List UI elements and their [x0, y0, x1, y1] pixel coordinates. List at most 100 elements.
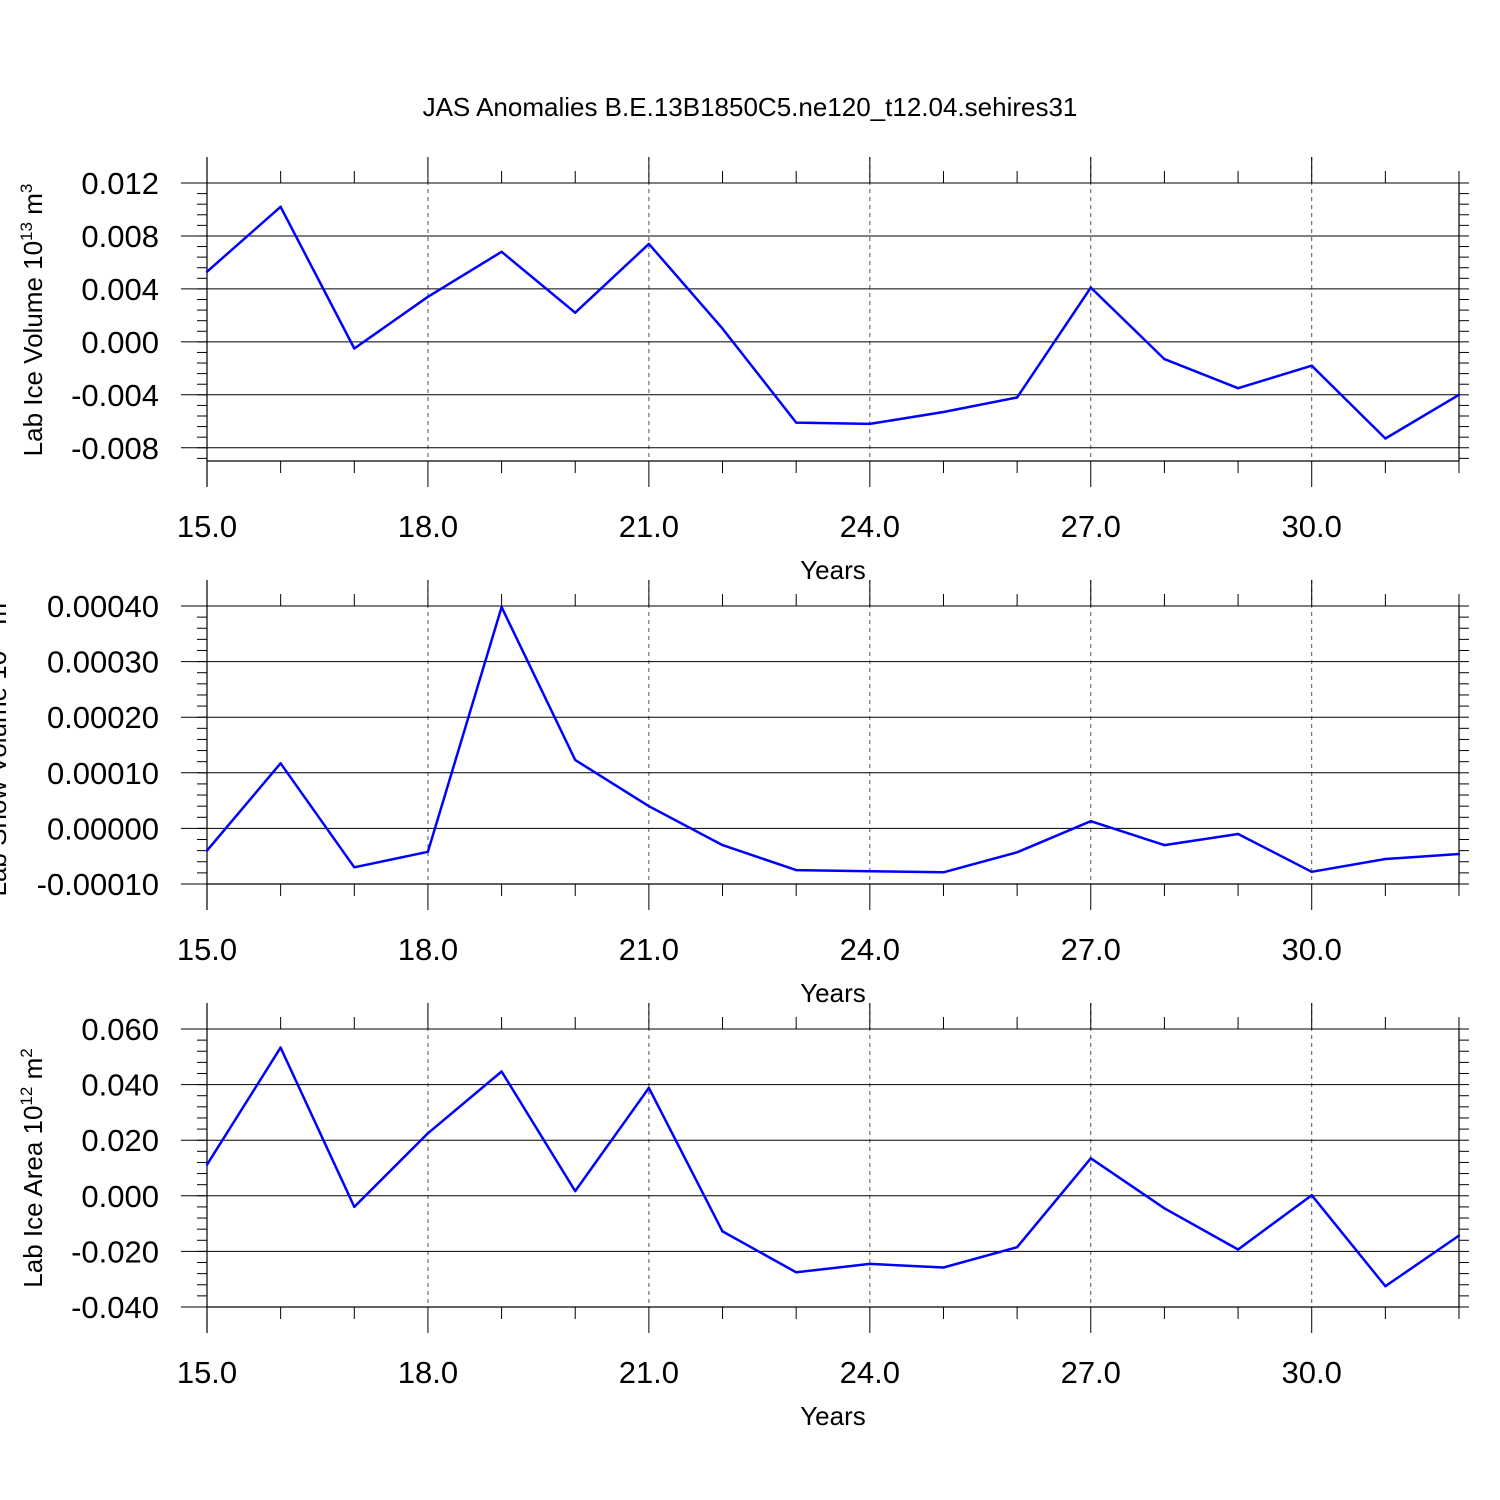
- data-point: [1457, 393, 1461, 397]
- y-axis-label-exp: 13: [17, 222, 36, 241]
- data-point: [279, 1046, 282, 1049]
- data-point: [426, 1132, 430, 1135]
- data-point: [574, 1189, 577, 1193]
- data-point: [794, 421, 798, 424]
- y-tick-label: 0.012: [81, 166, 159, 201]
- y-axis-label-unit: m: [0, 603, 12, 632]
- data-point: [353, 1205, 356, 1209]
- x-tick-label: 21.0: [619, 509, 679, 544]
- data-point: [205, 849, 209, 852]
- x-tick-label: 30.0: [1282, 509, 1342, 544]
- data-point: [721, 1230, 724, 1233]
- x-tick-label: 15.0: [177, 932, 237, 967]
- data-point: [647, 242, 651, 246]
- y-axis-label: Lab Ice Volume 1013 m3: [17, 184, 48, 457]
- data-point: [500, 250, 503, 254]
- data-point: [1236, 1248, 1240, 1251]
- x-tick-label: 24.0: [840, 1355, 900, 1390]
- x-tick-label: 18.0: [398, 932, 458, 967]
- y-axis-label-unit-exp: 3: [17, 184, 36, 193]
- x-tick-label: 30.0: [1282, 932, 1342, 967]
- y-axis-label-main: Lab Snow Volume 10: [0, 651, 12, 897]
- data-point: [647, 1086, 651, 1090]
- data-point: [1015, 1246, 1019, 1249]
- y-tick-label: 0.004: [81, 272, 159, 307]
- data-point: [1089, 286, 1092, 289]
- data-point: [868, 1262, 872, 1266]
- y-tick-label: 0.00010: [47, 756, 159, 791]
- data-point: [1089, 1157, 1092, 1160]
- data-point: [1163, 357, 1166, 361]
- data-point: [1310, 364, 1313, 367]
- page-title: JAS Anomalies B.E.13B1850C5.ne120_t12.04…: [422, 92, 1078, 122]
- data-point: [205, 1163, 209, 1166]
- x-tick-label: 27.0: [1061, 509, 1121, 544]
- data-point: [500, 605, 503, 609]
- y-tick-label: 0.00020: [47, 700, 159, 735]
- x-axis-label: Years: [800, 1401, 866, 1431]
- data-point: [279, 205, 282, 209]
- y-tick-label: 0.000: [81, 325, 159, 360]
- y-axis-label: Lab Snow Volume 1013 m3: [0, 593, 12, 896]
- y-tick-label: -0.004: [71, 378, 159, 413]
- data-point: [647, 804, 651, 808]
- y-tick-label: 0.00030: [47, 645, 159, 680]
- y-tick-label: 0.000: [81, 1179, 159, 1214]
- data-point: [1310, 1194, 1313, 1197]
- x-tick-label: 27.0: [1061, 1355, 1121, 1390]
- chart-panel-3: 0.060 0.040 0.020 0.000 -0.020 -0.040 15.0 18.0…: [17, 1003, 1469, 1431]
- y-tick-label: 0.00000: [47, 811, 159, 846]
- x-tick-label: 24.0: [840, 932, 900, 967]
- data-point: [721, 843, 724, 847]
- data-point: [794, 868, 798, 872]
- data-point: [1015, 851, 1019, 854]
- x-axis-label: Years: [800, 978, 866, 1008]
- data-point: [353, 347, 356, 350]
- data-point: [1015, 396, 1019, 399]
- series-line: [205, 1046, 1460, 1288]
- data-point: [1457, 1234, 1461, 1237]
- data-point: [574, 311, 577, 314]
- x-tick-label: 21.0: [619, 932, 679, 967]
- data-point: [1236, 386, 1240, 390]
- data-point: [279, 762, 282, 765]
- chart-panel-1: 0.012 0.008 0.004 0.000 -0.004 -0.008 15.0 18.0…: [17, 157, 1469, 585]
- y-tick-label: 0.008: [81, 219, 159, 254]
- data-point: [1236, 832, 1240, 836]
- data-point: [868, 422, 872, 426]
- x-tick-label: 18.0: [398, 1355, 458, 1390]
- data-point: [1384, 437, 1387, 440]
- x-tick-label: 21.0: [619, 1355, 679, 1390]
- data-point: [500, 1070, 503, 1073]
- y-tick-label: 0.020: [81, 1123, 159, 1158]
- data-point: [1163, 843, 1166, 847]
- series-line: [206, 205, 1460, 440]
- x-tick-label: 30.0: [1282, 1355, 1342, 1390]
- y-tick-label: 0.00040: [47, 589, 159, 624]
- data-point: [868, 870, 872, 873]
- y-axis-label-main: Lab Ice Area 10: [18, 1106, 48, 1288]
- data-point: [426, 295, 430, 299]
- y-axis-label-unit-exp: 2: [17, 1048, 36, 1057]
- y-tick-label: 0.060: [81, 1012, 159, 1047]
- x-tick-label: 15.0: [177, 1355, 237, 1390]
- data-point: [721, 327, 724, 330]
- data-point: [1310, 870, 1313, 873]
- data-point: [1089, 819, 1092, 823]
- x-tick-label: 24.0: [840, 509, 900, 544]
- data-point: [1163, 1207, 1166, 1210]
- y-tick-label: 0.040: [81, 1068, 159, 1103]
- series-line: [206, 605, 1460, 874]
- x-tick-label: 27.0: [1061, 932, 1121, 967]
- data-point: [426, 850, 430, 853]
- data-point: [942, 410, 945, 414]
- data-point: [1384, 857, 1387, 861]
- data-point: [574, 758, 577, 762]
- chart-panel-2: 0.00040 0.00030 0.00020 0.00010 0.00000 -0.00…: [0, 580, 1469, 1008]
- data-point: [1384, 1284, 1387, 1288]
- y-axis-label-exp: 12: [17, 1087, 36, 1106]
- x-tick-label: 18.0: [398, 509, 458, 544]
- data-point: [794, 1271, 798, 1274]
- y-axis-label-unit: m: [18, 193, 48, 222]
